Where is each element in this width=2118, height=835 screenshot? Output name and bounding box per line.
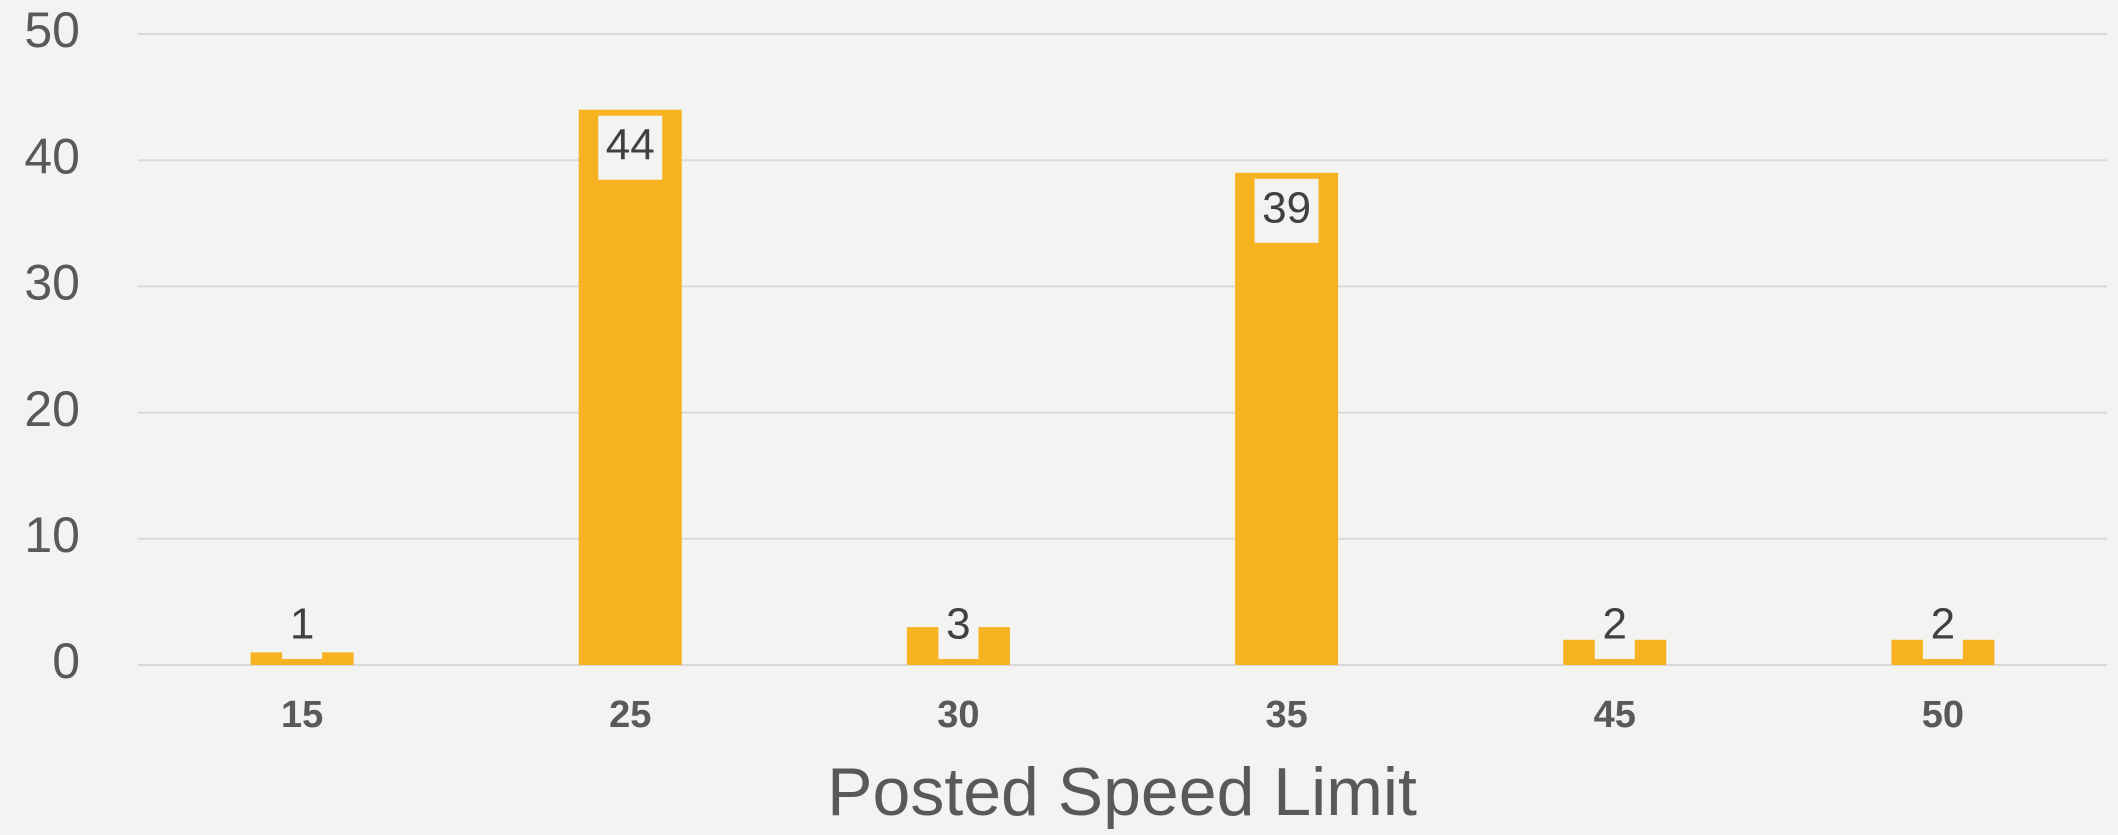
y-tick-label: 0	[52, 633, 80, 689]
bar	[1235, 172, 1339, 665]
bar	[578, 109, 682, 666]
data-label-box	[1254, 178, 1319, 243]
data-label-box	[1922, 595, 1963, 659]
x-tick-label: 30	[937, 694, 979, 736]
x-axis-label: Posted Speed Limit	[827, 754, 1417, 830]
data-label-box	[282, 595, 323, 659]
y-tick-label: 40	[24, 128, 80, 184]
x-tick-label: 45	[1594, 694, 1636, 736]
data-label: 44	[606, 120, 655, 169]
y-tick-label: 30	[24, 255, 80, 311]
data-label: 2	[1603, 600, 1627, 649]
data-label: 39	[1262, 183, 1311, 232]
data-label-box	[598, 115, 663, 180]
x-tick-label: 15	[281, 694, 323, 736]
data-label: 3	[946, 600, 970, 649]
data-label-box	[1594, 595, 1635, 659]
y-tick-label: 10	[24, 507, 80, 563]
data-label-box	[938, 595, 979, 659]
x-tick-label: 35	[1265, 694, 1307, 736]
x-tick-label: 25	[609, 694, 651, 736]
data-label: 2	[1931, 600, 1955, 649]
y-tick-label: 20	[24, 381, 80, 437]
data-label: 1	[290, 600, 314, 649]
y-tick-label: 50	[24, 2, 80, 58]
x-tick-label: 50	[1922, 694, 1964, 736]
